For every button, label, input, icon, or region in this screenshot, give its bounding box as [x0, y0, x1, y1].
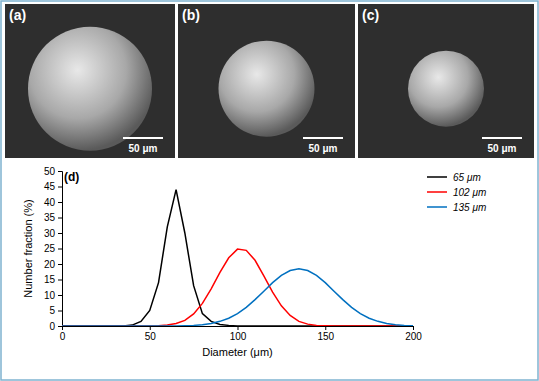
legend-swatch — [427, 206, 447, 208]
y-tick-label: 40 — [44, 197, 56, 208]
particle — [408, 51, 484, 127]
scale-bar — [482, 137, 522, 139]
x-tick-label: 200 — [405, 331, 422, 342]
y-tick-mark — [58, 187, 62, 188]
plot-area — [62, 190, 413, 326]
x-tick: 0 — [60, 326, 66, 342]
y-tick-label: 50 — [44, 166, 56, 177]
series-line — [62, 190, 413, 326]
x-tick-label: 0 — [60, 331, 66, 342]
y-tick-mark — [58, 295, 62, 296]
y-tick: 5 — [49, 305, 62, 316]
y-axis-title: Number fraction (%) — [22, 199, 34, 297]
x-tick-label: 100 — [230, 331, 247, 342]
y-tick-mark — [58, 233, 62, 234]
legend: 65 μm 102 μm 135 μm — [427, 172, 486, 213]
y-tick-label: 20 — [44, 259, 56, 270]
x-tick-mark — [325, 326, 326, 330]
x-tick-mark — [150, 326, 151, 330]
y-tick-mark — [58, 311, 62, 312]
frame — [1, 1, 538, 380]
y-tick: 15 — [44, 274, 62, 285]
series-line — [62, 249, 413, 326]
x-axis-line — [63, 327, 414, 331]
sem-panel: (c) 50 μm — [358, 4, 534, 158]
y-tick-label: 30 — [44, 228, 56, 239]
y-tick-mark — [58, 249, 62, 250]
scale-bar — [303, 137, 343, 139]
y-tick-mark — [58, 326, 62, 327]
y-tick-mark — [58, 264, 62, 265]
x-tick: 150 — [317, 326, 334, 342]
y-tick-label: 25 — [44, 243, 56, 254]
y-tick-mark — [58, 218, 62, 219]
figure: (a) 50 μm (b) 50 μm (c) 50 μm 0 50 100 150 200 0 5 10… — [0, 0, 539, 381]
legend-label: 102 μm — [453, 187, 486, 198]
legend-label: 135 μm — [453, 202, 486, 213]
scale-bar-label: 50 μm — [488, 143, 517, 154]
x-tick-mark — [413, 326, 414, 330]
scale-bar — [123, 137, 163, 139]
legend-label: 65 μm — [453, 172, 481, 183]
sem-panel: (b) 50 μm — [178, 4, 355, 158]
y-tick-label: 45 — [44, 181, 56, 192]
y-axis-line — [58, 172, 63, 327]
scale-bar-label: 50 μm — [309, 143, 338, 154]
x-tick-mark — [238, 326, 239, 330]
x-tick: 50 — [145, 326, 157, 342]
x-axis-title: Diameter (μm) — [202, 346, 273, 358]
y-tick: 40 — [44, 197, 62, 208]
panel-label: (a) — [9, 7, 26, 23]
y-tick: 45 — [44, 181, 62, 192]
y-tick: 0 — [49, 321, 62, 332]
y-tick: 10 — [44, 290, 62, 301]
y-tick-label: 10 — [44, 290, 56, 301]
x-axis: 0 50 100 150 200 — [60, 326, 423, 342]
chart-title: (d) — [64, 170, 79, 184]
legend-swatch — [427, 191, 447, 193]
series-line — [62, 269, 413, 326]
sem-background — [5, 4, 175, 158]
legend-swatch — [427, 176, 447, 178]
y-tick: 30 — [44, 228, 62, 239]
y-tick: 50 — [44, 166, 62, 177]
y-tick-label: 15 — [44, 274, 56, 285]
sem-panel: (a) 50 μm — [5, 4, 175, 158]
panel-label: (c) — [362, 7, 379, 23]
y-tick-mark — [58, 171, 62, 172]
x-tick: 200 — [405, 326, 422, 342]
x-tick: 100 — [230, 326, 247, 342]
y-tick-mark — [58, 280, 62, 281]
y-tick: 25 — [44, 243, 62, 254]
y-tick-label: 0 — [49, 321, 55, 332]
panel-label: (b) — [182, 7, 200, 23]
y-tick-label: 35 — [44, 212, 56, 223]
y-tick: 20 — [44, 259, 62, 270]
y-axis: 0 5 10 15 20 25 30 35 40 45 50 — [44, 166, 63, 332]
sem-background — [358, 4, 534, 158]
y-tick: 35 — [44, 212, 62, 223]
particle — [219, 41, 315, 137]
x-tick-label: 50 — [145, 331, 157, 342]
x-tick-label: 150 — [317, 331, 334, 342]
y-tick-mark — [58, 202, 62, 203]
scale-bar-label: 50 μm — [129, 143, 158, 154]
y-tick-label: 5 — [49, 305, 55, 316]
sem-background — [178, 4, 355, 158]
particle — [28, 27, 152, 151]
